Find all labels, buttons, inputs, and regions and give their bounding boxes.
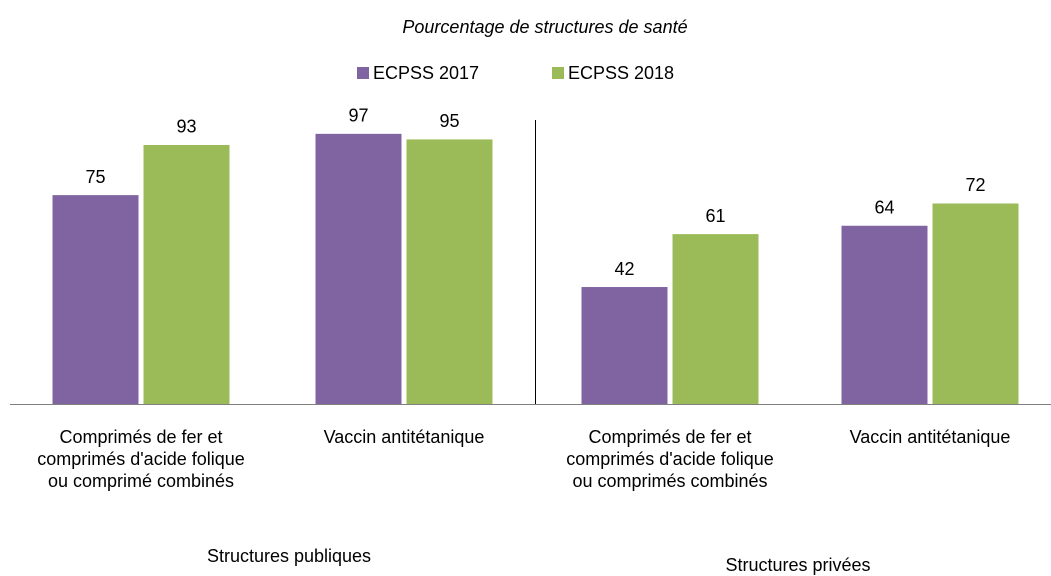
data-label: 97 (348, 106, 368, 126)
data-label: 61 (705, 206, 725, 226)
bar (406, 139, 493, 405)
data-label: 72 (965, 175, 985, 195)
data-label: 42 (614, 259, 634, 279)
bar (52, 195, 139, 404)
bar (841, 225, 928, 404)
legend-swatch (357, 67, 369, 79)
category-label: Comprimés de fer et comprimés d'acide fo… (37, 427, 245, 491)
data-label: 64 (874, 198, 894, 218)
bar (143, 144, 230, 404)
bar (932, 203, 1019, 404)
data-label: 93 (176, 117, 196, 137)
group-label: Structures privées (725, 555, 870, 575)
category-label: Vaccin antitétanique (849, 427, 1011, 447)
legend-label: ECPSS 2018 (568, 63, 674, 83)
legend-swatch (552, 67, 564, 79)
legend-label: ECPSS 2017 (373, 63, 479, 83)
data-label: 95 (439, 111, 459, 131)
data-label: 75 (85, 167, 105, 187)
category-label: Comprimés de fer et comprimés d'acide fo… (566, 427, 774, 491)
bar (672, 234, 759, 404)
category-label: Vaccin antitétanique (323, 427, 485, 447)
bar (315, 133, 402, 405)
bar (581, 287, 668, 404)
chart-title: Pourcentage de structures de santé (402, 17, 687, 37)
group-label: Structures publiques (207, 546, 371, 566)
